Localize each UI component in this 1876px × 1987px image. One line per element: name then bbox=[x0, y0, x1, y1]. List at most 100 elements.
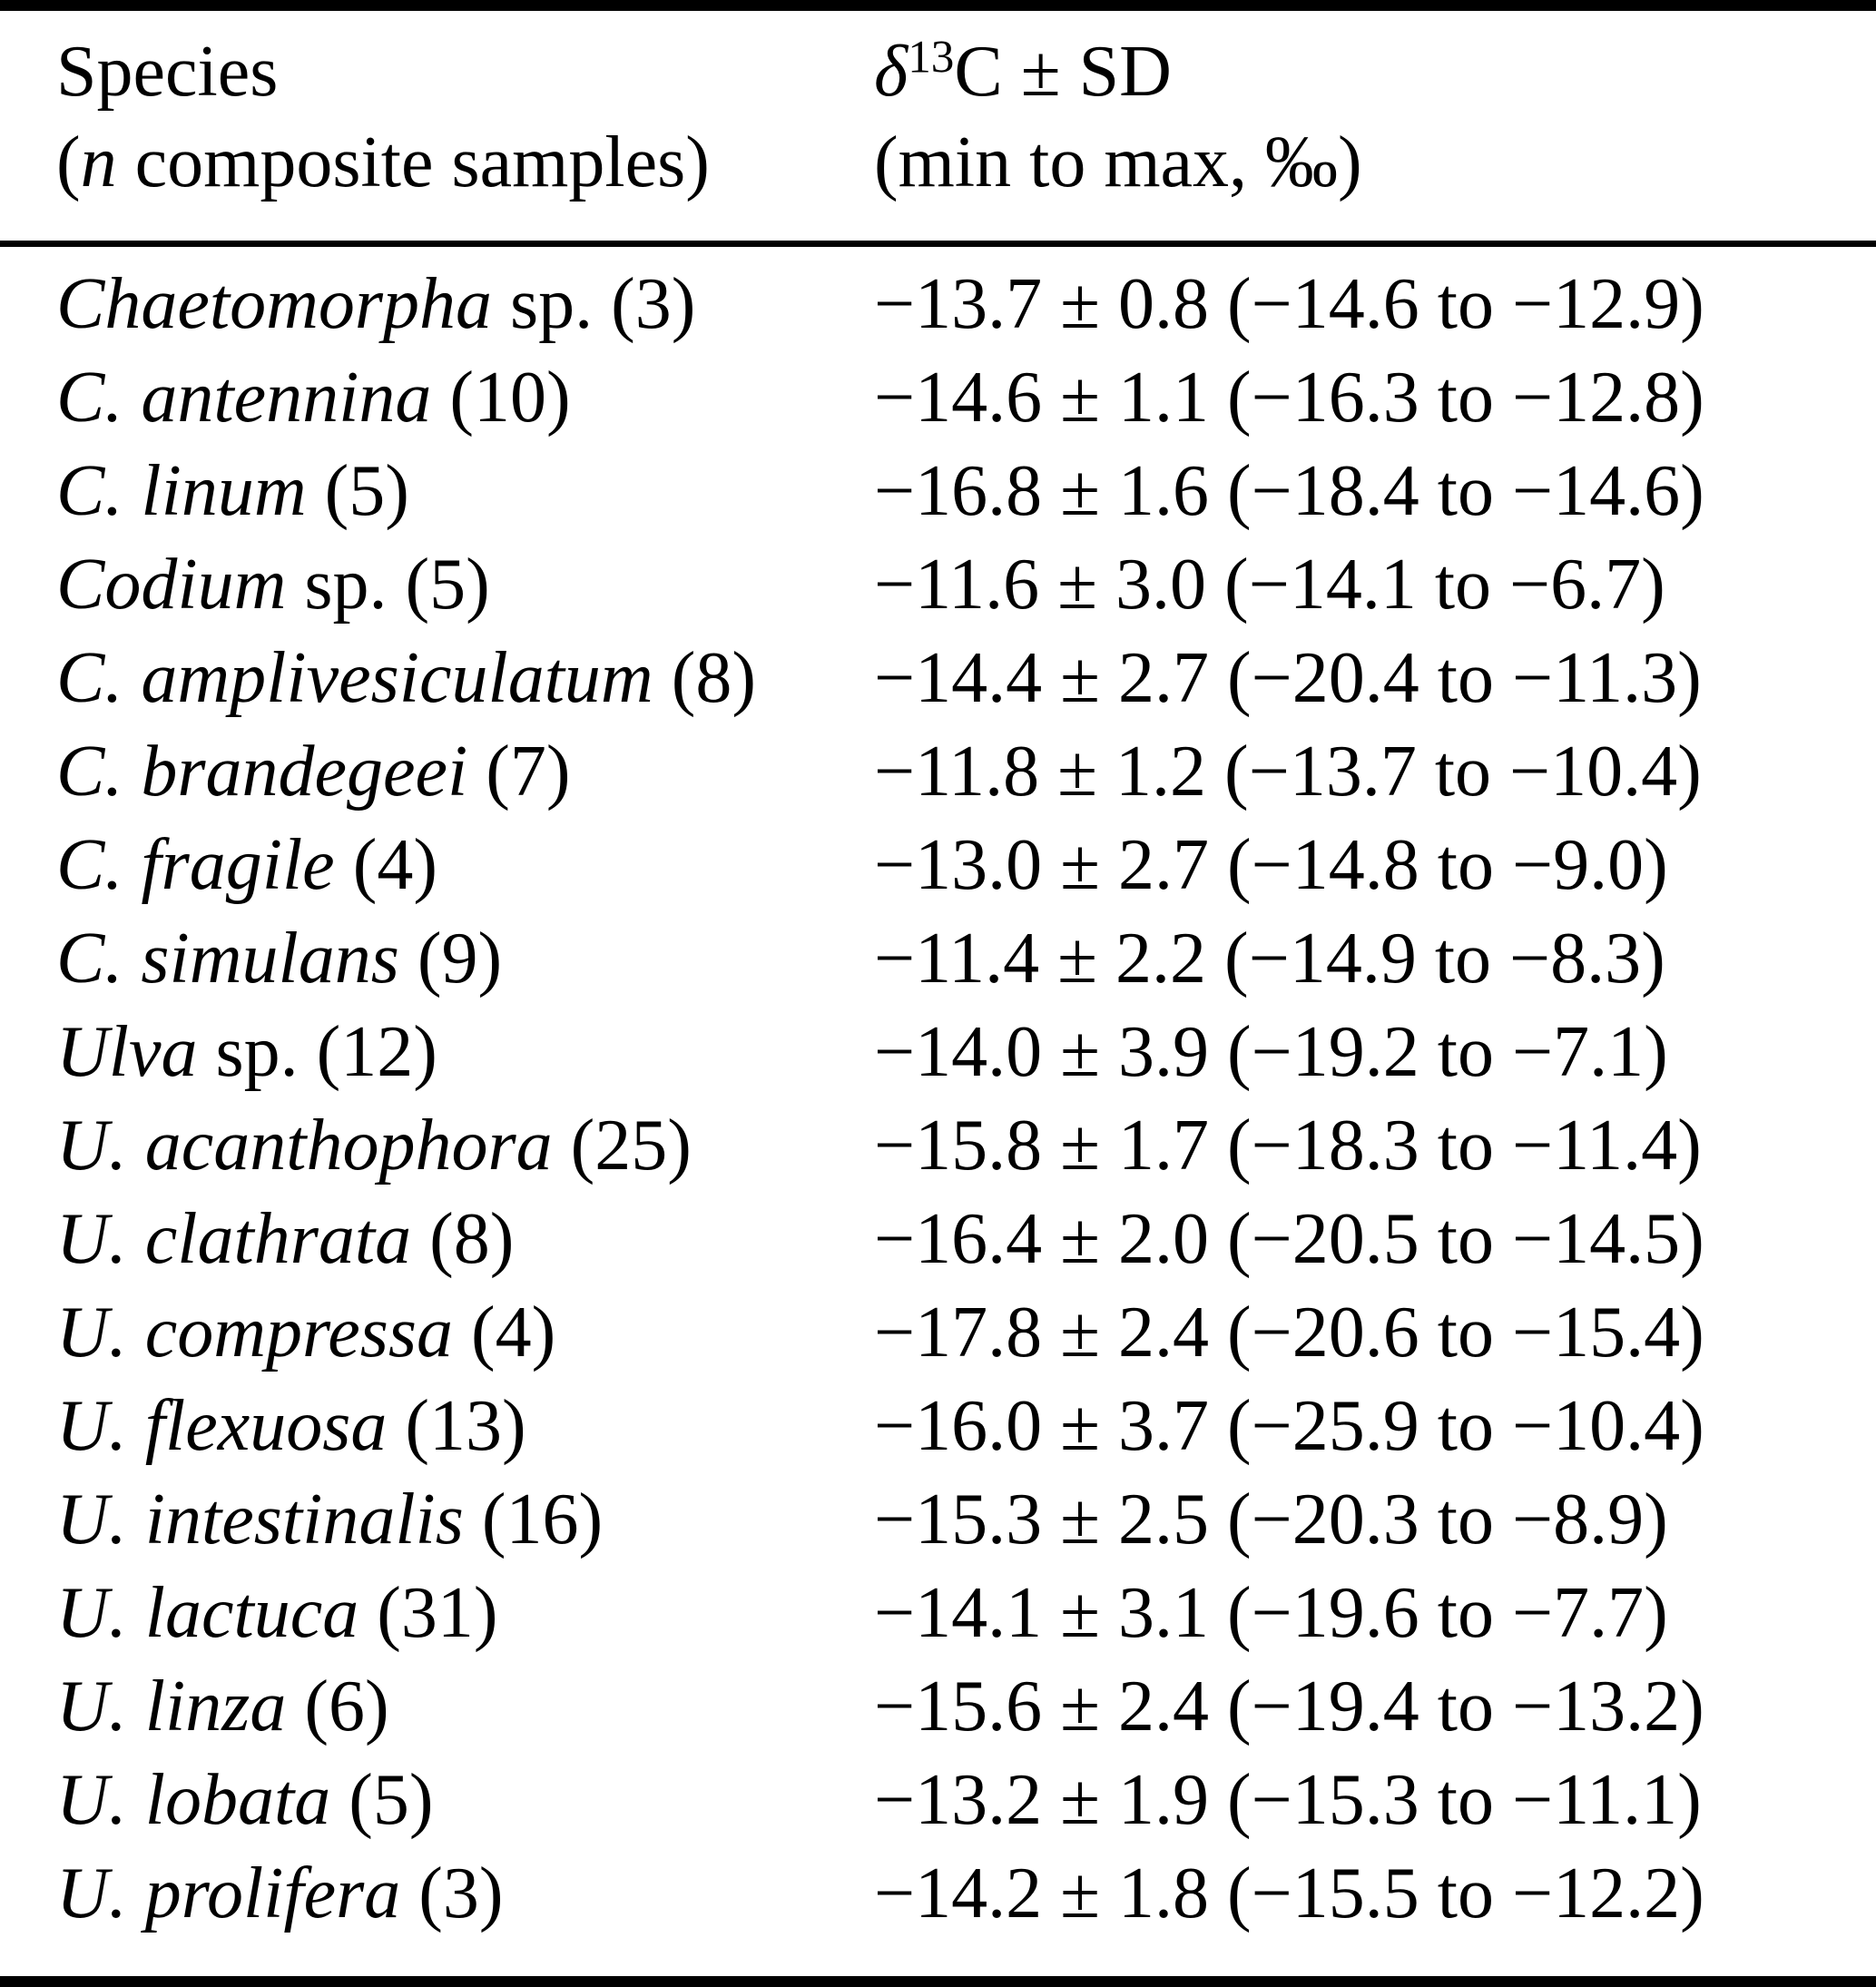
species-cell: U. intestinalis (16) bbox=[56, 1473, 874, 1567]
species-count: (8) bbox=[411, 1199, 515, 1279]
delta13c-value: −15.6 ± 2.4 (−19.4 to −13.2) bbox=[874, 1667, 1704, 1746]
open-paren: ( bbox=[56, 123, 81, 202]
table-row: U. lactuca (31) −14.1 ± 3.1 (−19.6 to −7… bbox=[0, 1567, 1876, 1660]
species-count: (8) bbox=[653, 638, 756, 718]
table-row: C. brandegeei (7) −11.8 ± 1.2 (−13.7 to … bbox=[0, 725, 1876, 819]
delta13c-value: −11.6 ± 3.0 (−14.1 to −6.7) bbox=[874, 545, 1665, 625]
table-row: U. prolifera (3) −14.2 ± 1.8 (−15.5 to −… bbox=[0, 1847, 1876, 1941]
species-count: (13) bbox=[387, 1386, 526, 1466]
delta13c-value: −14.1 ± 3.1 (−19.6 to −7.7) bbox=[874, 1573, 1668, 1653]
delta13c-value: −14.2 ± 1.8 (−15.5 to −12.2) bbox=[874, 1854, 1704, 1933]
value-cell: −16.0 ± 3.7 (−25.9 to −10.4) bbox=[874, 1380, 1858, 1473]
table-row: C. fragile (4) −13.0 ± 2.7 (−14.8 to −9.… bbox=[0, 819, 1876, 912]
value-cell: −14.4 ± 2.7 (−20.4 to −11.3) bbox=[874, 632, 1858, 725]
species-count: sp. (12) bbox=[197, 1012, 437, 1092]
value-cell: −14.0 ± 3.9 (−19.2 to −7.1) bbox=[874, 1006, 1858, 1099]
table-row: Ulva sp. (12) −14.0 ± 3.9 (−19.2 to −7.1… bbox=[0, 1006, 1876, 1099]
delta13c-value: −17.8 ± 2.4 (−20.6 to −15.4) bbox=[874, 1293, 1704, 1372]
delta13c-value: −16.0 ± 3.7 (−25.9 to −10.4) bbox=[874, 1386, 1704, 1466]
value-cell: −13.0 ± 2.7 (−14.8 to −9.0) bbox=[874, 819, 1858, 912]
table-row: U. intestinalis (16) −15.3 ± 2.5 (−20.3 … bbox=[0, 1473, 1876, 1567]
species-cell: C. amplivesiculatum (8) bbox=[56, 632, 874, 725]
species-name: U. linza bbox=[56, 1667, 287, 1746]
species-count: (9) bbox=[398, 919, 503, 998]
table-row: U. flexuosa (13) −16.0 ± 3.7 (−25.9 to −… bbox=[0, 1380, 1876, 1473]
species-name: U. lactuca bbox=[56, 1573, 359, 1653]
delta13c-value: −14.0 ± 3.9 (−19.2 to −7.1) bbox=[874, 1012, 1668, 1092]
species-cell: U. clathrata (8) bbox=[56, 1193, 874, 1286]
species-name: C. fragile bbox=[56, 825, 335, 905]
header-value-title: δ13C ± SD bbox=[874, 26, 1858, 117]
species-count: sp. (3) bbox=[492, 264, 696, 344]
table-row: C. antennina (10) −14.6 ± 1.1 (−16.3 to … bbox=[0, 351, 1876, 445]
species-name: C. linum bbox=[56, 451, 307, 531]
delta13c-value: −11.8 ± 1.2 (−13.7 to −10.4) bbox=[874, 732, 1702, 812]
species-cell: U. lobata (5) bbox=[56, 1754, 874, 1847]
species-count: (16) bbox=[463, 1480, 604, 1559]
header-species-subtitle-text: composite samples) bbox=[116, 123, 710, 202]
delta13c-value: −13.7 ± 0.8 (−14.6 to −12.9) bbox=[874, 264, 1704, 344]
value-cell: −15.8 ± 1.7 (−18.3 to −11.4) bbox=[874, 1099, 1858, 1193]
species-count: sp. (5) bbox=[286, 545, 490, 625]
header-value-subtitle: (min to max, ‰) bbox=[874, 123, 1362, 202]
delta13c-value: −15.8 ± 1.7 (−18.3 to −11.4) bbox=[874, 1106, 1702, 1185]
species-name: U. acanthophora bbox=[56, 1106, 553, 1185]
species-cell: C. linum (5) bbox=[56, 445, 874, 538]
table-row: U. linza (6) −15.6 ± 2.4 (−19.4 to −13.2… bbox=[0, 1660, 1876, 1754]
value-cell: −14.1 ± 3.1 (−19.6 to −7.7) bbox=[874, 1567, 1858, 1660]
header-species-column: Species (n composite samples) bbox=[56, 26, 874, 208]
species-count: (7) bbox=[467, 732, 571, 812]
table-row: U. acanthophora (25) −15.8 ± 1.7 (−18.3 … bbox=[0, 1099, 1876, 1193]
species-count: (10) bbox=[431, 358, 571, 438]
header-species-subtitle: (n composite samples) bbox=[56, 117, 874, 208]
delta13c-value: −14.6 ± 1.1 (−16.3 to −12.8) bbox=[874, 358, 1704, 438]
table-row: C. linum (5) −16.8 ± 1.6 (−18.4 to −14.6… bbox=[0, 445, 1876, 538]
isotope-13-superscript: 13 bbox=[908, 31, 955, 84]
species-name: U. lobata bbox=[56, 1760, 331, 1840]
value-cell: −14.2 ± 1.8 (−15.5 to −12.2) bbox=[874, 1847, 1858, 1941]
table-row: C. amplivesiculatum (8) −14.4 ± 2.7 (−20… bbox=[0, 632, 1876, 725]
table-row: U. clathrata (8) −16.4 ± 2.0 (−20.5 to −… bbox=[0, 1193, 1876, 1286]
table-row: U. compressa (4) −17.8 ± 2.4 (−20.6 to −… bbox=[0, 1286, 1876, 1380]
value-cell: −11.8 ± 1.2 (−13.7 to −10.4) bbox=[874, 725, 1858, 819]
header-value-title-text: C ± SD bbox=[954, 32, 1172, 112]
species-name: C. brandegeei bbox=[56, 732, 468, 812]
species-cell: C. antennina (10) bbox=[56, 351, 874, 445]
species-count: (4) bbox=[334, 825, 437, 905]
species-count: (5) bbox=[330, 1760, 434, 1840]
value-cell: −11.4 ± 2.2 (−14.9 to −8.3) bbox=[874, 912, 1858, 1006]
n-symbol: n bbox=[80, 123, 117, 202]
table-row: C. simulans (9) −11.4 ± 2.2 (−14.9 to −8… bbox=[0, 912, 1876, 1006]
species-name: U. compressa bbox=[56, 1293, 453, 1372]
table-row: Chaetomorpha sp. (3) −13.7 ± 0.8 (−14.6 … bbox=[0, 258, 1876, 351]
value-cell: −16.4 ± 2.0 (−20.5 to −14.5) bbox=[874, 1193, 1858, 1286]
species-cell: U. prolifera (3) bbox=[56, 1847, 874, 1941]
species-name: Chaetomorpha bbox=[56, 264, 492, 344]
species-count: (31) bbox=[359, 1573, 498, 1653]
delta13c-value: −16.8 ± 1.6 (−18.4 to −14.6) bbox=[874, 451, 1704, 531]
table-body: Chaetomorpha sp. (3) −13.7 ± 0.8 (−14.6 … bbox=[0, 247, 1876, 1976]
header-species-title: Species bbox=[56, 32, 279, 112]
delta13c-value: −11.4 ± 2.2 (−14.9 to −8.3) bbox=[874, 919, 1665, 998]
delta13c-value: −13.0 ± 2.7 (−14.8 to −9.0) bbox=[874, 825, 1668, 905]
species-cell: U. acanthophora (25) bbox=[56, 1099, 874, 1193]
value-cell: −17.8 ± 2.4 (−20.6 to −15.4) bbox=[874, 1286, 1858, 1380]
species-name: U. clathrata bbox=[56, 1199, 412, 1279]
species-name: C. antennina bbox=[56, 358, 432, 438]
species-cell: Codium sp. (5) bbox=[56, 538, 874, 632]
value-cell: −16.8 ± 1.6 (−18.4 to −14.6) bbox=[874, 445, 1858, 538]
table-row: Codium sp. (5) −11.6 ± 3.0 (−14.1 to −6.… bbox=[0, 538, 1876, 632]
species-cell: C. simulans (9) bbox=[56, 912, 874, 1006]
species-count: (6) bbox=[286, 1667, 389, 1746]
species-count: (4) bbox=[453, 1293, 556, 1372]
species-count: (5) bbox=[306, 451, 409, 531]
species-cell: C. fragile (4) bbox=[56, 819, 874, 912]
delta13c-value: −16.4 ± 2.0 (−20.5 to −14.5) bbox=[874, 1199, 1704, 1279]
species-name: U. flexuosa bbox=[56, 1386, 388, 1466]
species-cell: C. brandegeei (7) bbox=[56, 725, 874, 819]
species-cell: Chaetomorpha sp. (3) bbox=[56, 258, 874, 351]
delta-symbol: δ bbox=[874, 32, 909, 112]
delta13c-value: −13.2 ± 1.9 (−15.3 to −11.1) bbox=[874, 1760, 1702, 1840]
species-cell: U. lactuca (31) bbox=[56, 1567, 874, 1660]
